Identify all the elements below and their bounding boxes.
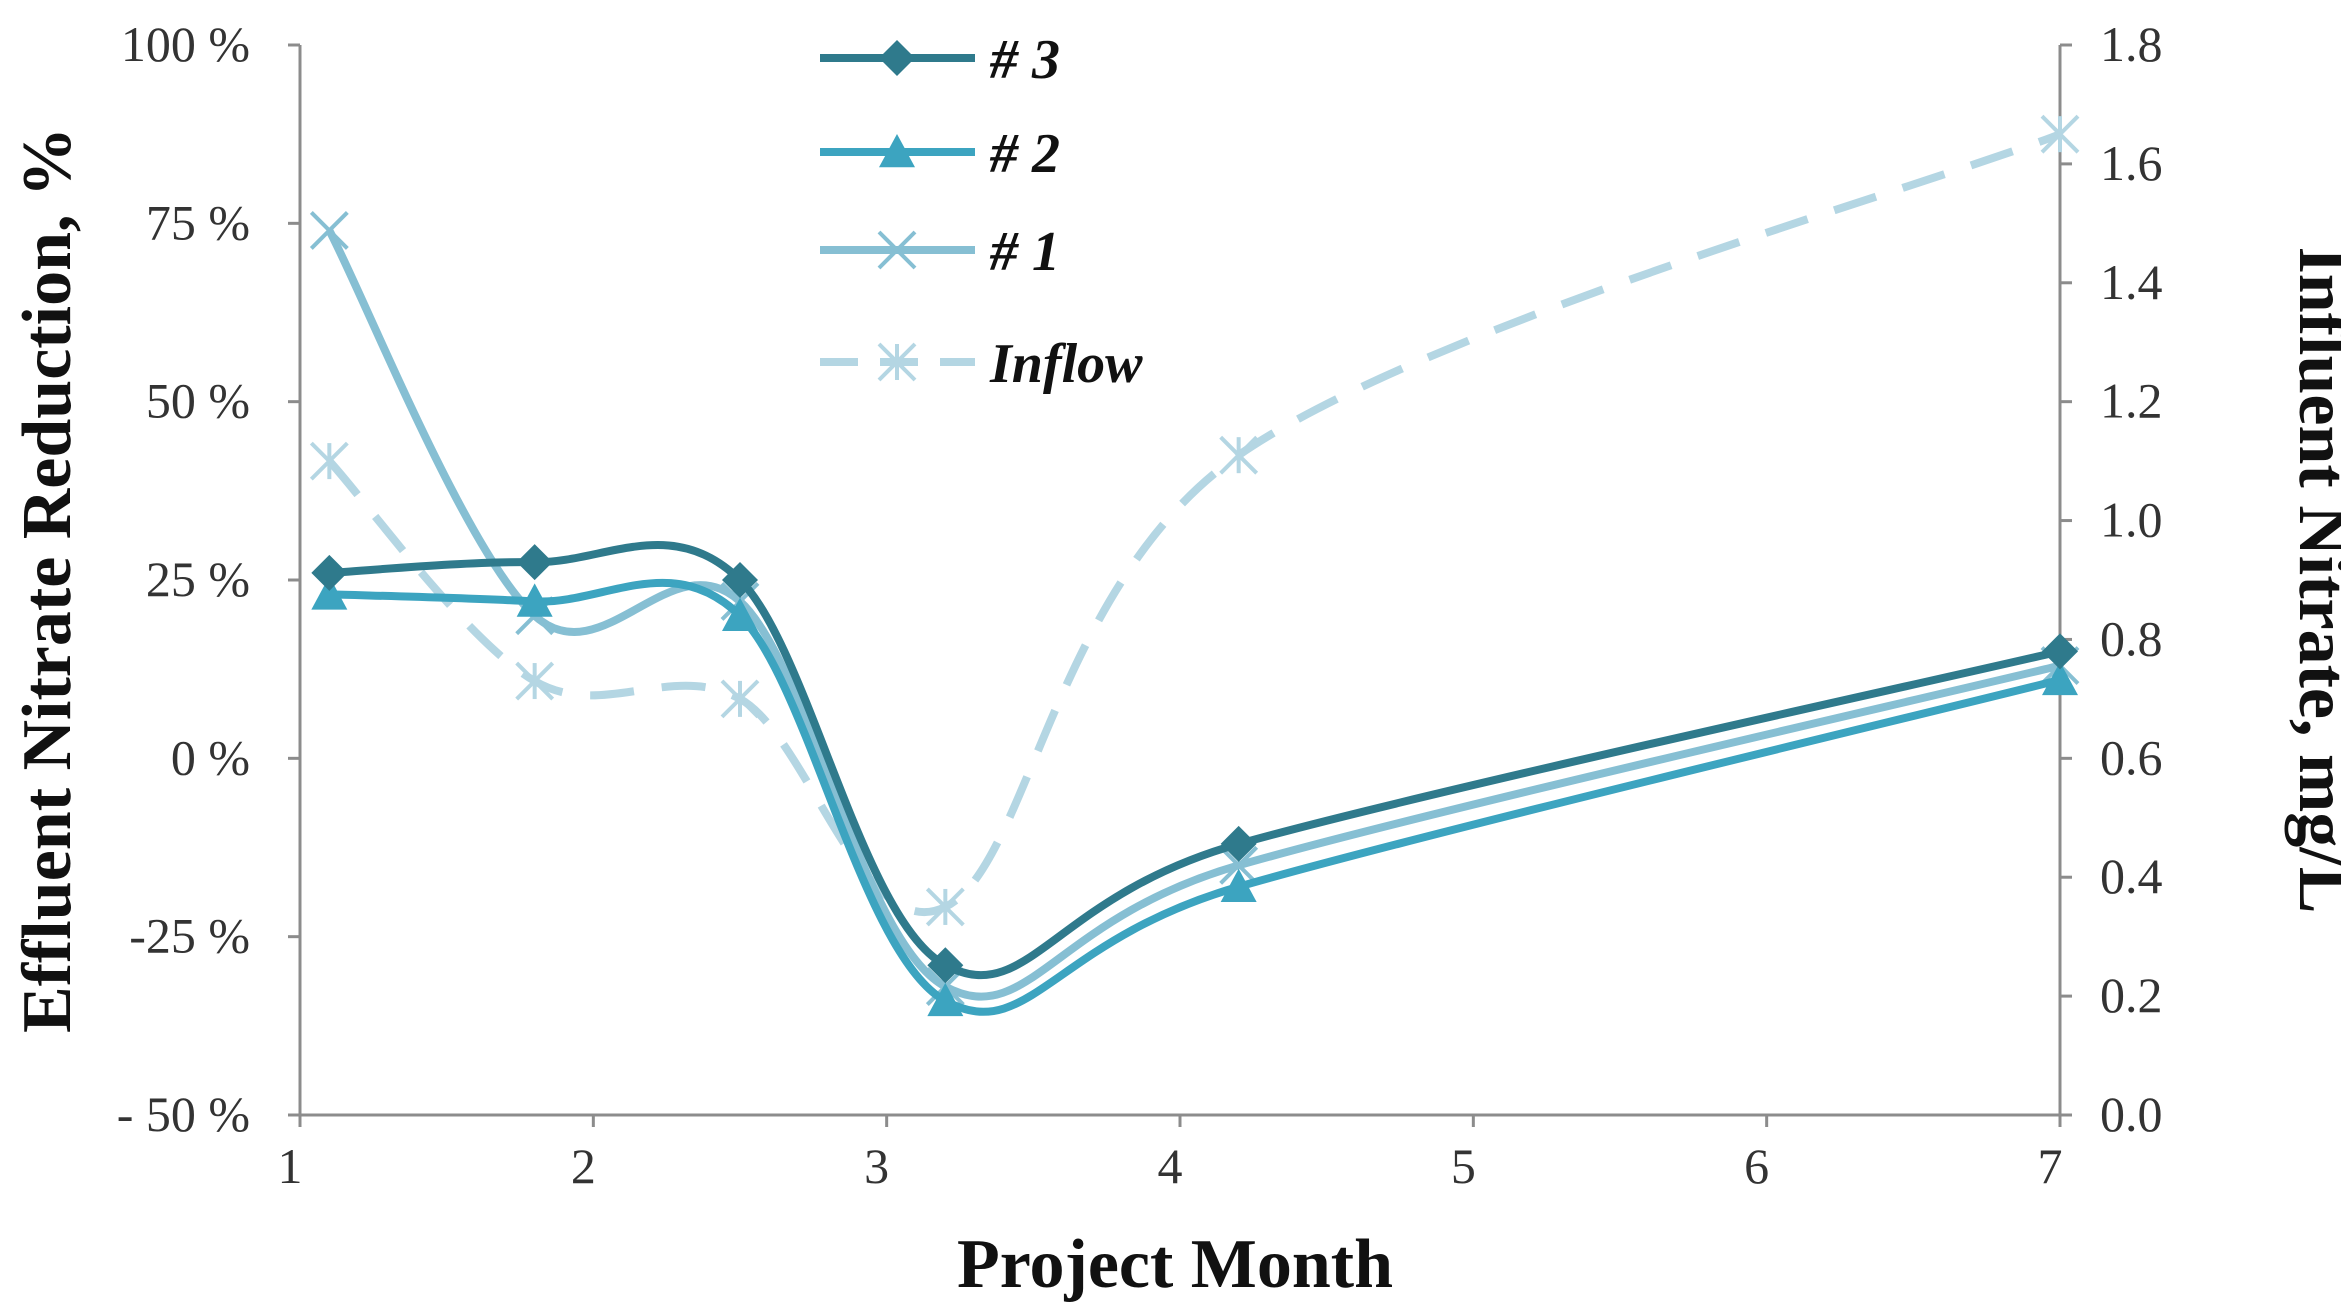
- data-point: [722, 562, 758, 598]
- y-right-axis-title: Influent Nitrate, mg/L: [2284, 247, 2341, 914]
- data-point: [925, 887, 965, 927]
- x-tick-label: 4: [1158, 1138, 1183, 1194]
- x-tick-label: 3: [864, 1138, 889, 1194]
- y-right-tick-label: 1.0: [2100, 492, 2163, 548]
- y-right-tick-label: 0.2: [2100, 967, 2163, 1023]
- x-tick-label: 5: [1451, 1138, 1476, 1194]
- series-1: [309, 211, 2080, 1007]
- legend-label: # 2: [989, 123, 1060, 185]
- data-point: [309, 441, 349, 481]
- legend-marker: [879, 40, 915, 76]
- data-point: [516, 583, 553, 617]
- y-left-tick-label: 25 %: [146, 551, 250, 607]
- y-right-tick-label: 1.6: [2100, 135, 2163, 191]
- data-point: [720, 679, 760, 719]
- legend-marker: [877, 230, 917, 270]
- y-left-tick-label: - 50 %: [117, 1086, 250, 1142]
- data-point: [311, 576, 348, 610]
- tick-labels: 1 2 3 4 5 6 7 100 % 75 % 50 % 25 % 0 % -25 % - 50 % 1.…: [117, 16, 2163, 1194]
- series-layer: [309, 114, 2080, 1017]
- marker-stroke: [877, 230, 917, 270]
- x-axis-title: Project Month: [957, 1226, 1393, 1303]
- series-2: [311, 576, 2078, 1017]
- series-3: [311, 541, 2078, 984]
- y-right-tick-label: 1.4: [2100, 254, 2163, 310]
- data-point: [2042, 661, 2078, 696]
- data-point: [1220, 868, 1257, 903]
- marker-stroke: [1219, 845, 1259, 885]
- legend-label: Inflow: [989, 333, 1143, 395]
- data-point: [515, 661, 555, 701]
- data-point: [309, 211, 349, 250]
- x-tick-label: 6: [1744, 1138, 1769, 1194]
- series-line: [326, 130, 2062, 916]
- legend-marker: [879, 134, 915, 168]
- series-line: [329, 541, 2061, 980]
- data-point: [1219, 435, 1259, 475]
- data-point: [311, 554, 348, 591]
- data-point: [927, 982, 964, 1017]
- series-inflow: [309, 114, 2080, 927]
- y-right-tick-label: 0.4: [2100, 848, 2163, 904]
- data-point: [2040, 114, 2080, 154]
- marker-stroke: [309, 211, 349, 250]
- data-point: [2042, 633, 2078, 670]
- legend-label: # 3: [989, 29, 1060, 91]
- x-tick-label: 1: [278, 1138, 303, 1194]
- legend: # 3 # 2 # 1 Inflow: [820, 29, 1143, 395]
- y-right-tick-label: 0.8: [2100, 610, 2163, 666]
- y-right-tick-label: 1.2: [2100, 373, 2163, 429]
- data-point: [1219, 845, 1259, 885]
- y-right-tick-label: 0.6: [2100, 729, 2163, 785]
- y-right-tick-label: 1.8: [2100, 16, 2163, 72]
- y-left-tick-label: 0 %: [171, 729, 250, 785]
- legend-marker: [877, 342, 917, 382]
- y-left-tick-label: -25 %: [129, 908, 250, 964]
- y-left-axis-title: Effluent Nitrate Reduction, %: [9, 127, 86, 1033]
- y-left-tick-label: 75 %: [146, 194, 250, 250]
- x-tick-label: 7: [2038, 1138, 2063, 1194]
- x-tick-label: 2: [571, 1138, 596, 1194]
- y-left-tick-label: 100 %: [121, 16, 250, 72]
- legend-item: # 1: [820, 221, 1060, 283]
- axes: [288, 43, 2072, 1127]
- y-right-tick-label: 0.0: [2100, 1086, 2163, 1142]
- y-left-tick-label: 50 %: [146, 373, 250, 429]
- legend-item: Inflow: [820, 333, 1143, 395]
- series-line: [329, 578, 2061, 1016]
- data-point: [1220, 825, 1257, 862]
- data-point: [516, 544, 553, 581]
- legend-item: # 2: [820, 123, 1060, 185]
- legend-item: # 3: [820, 29, 1060, 91]
- series-line: [325, 228, 2061, 1001]
- data-point: [722, 597, 758, 631]
- data-point: [927, 947, 964, 984]
- legend-label: # 1: [989, 221, 1060, 283]
